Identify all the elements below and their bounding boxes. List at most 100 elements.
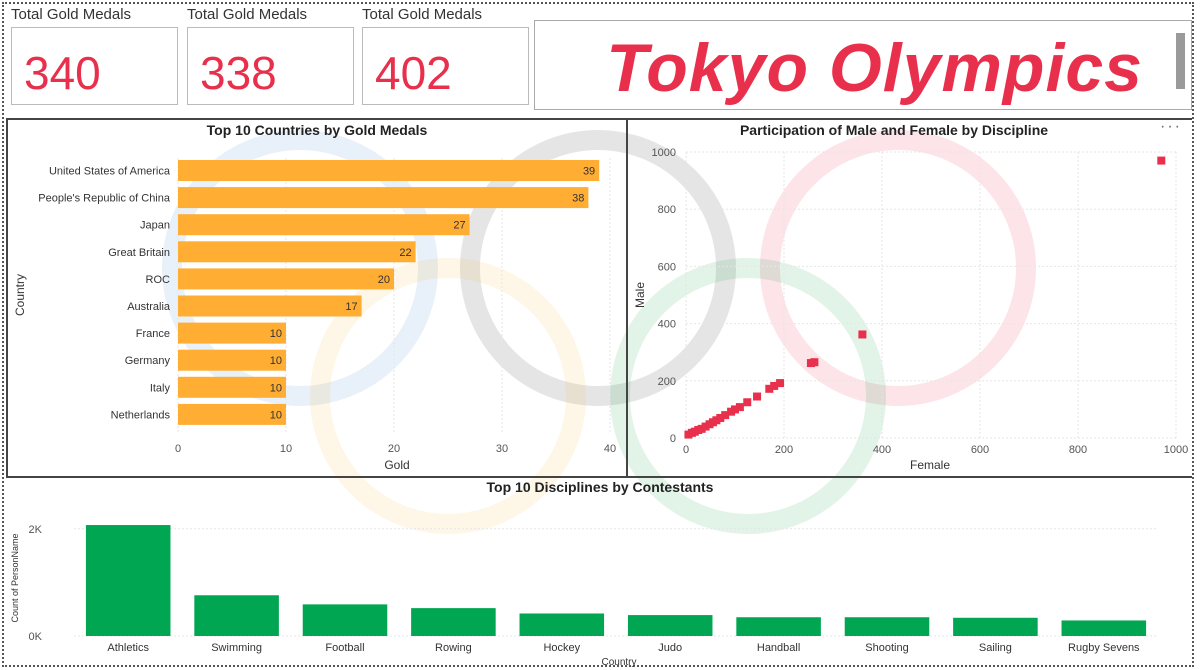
chart1-data-label: 38	[572, 193, 584, 205]
kpi-card-1[interactable]: 340	[11, 27, 178, 105]
chart1-data-label: 10	[270, 382, 282, 394]
chart2-x-tick-label: 800	[1069, 444, 1087, 456]
chart2-title: Participation of Male and Female by Disc…	[739, 122, 1049, 138]
chart1-category-label: United States of America	[49, 166, 171, 178]
chart3-category-label: Handball	[757, 642, 800, 654]
chart3-bar	[411, 608, 496, 636]
chart1-category-label: People's Republic of China	[38, 193, 171, 205]
chart1-data-label: 22	[399, 247, 411, 259]
chart1-category-label: Australia	[127, 301, 171, 313]
disciplines-bar-chart: Count of PersonName Country 0K 2K Athletic…	[10, 524, 1158, 668]
chart1-bar	[178, 376, 286, 398]
chart1-data-label: 10	[270, 355, 282, 367]
gold-medals-bar-chart: Country Gold 0 10 20 30 40 United States of A…	[13, 158, 616, 472]
ring-yellow	[310, 258, 586, 534]
chart2-y-tick-label: 600	[658, 261, 676, 273]
chart1-x-tick-label: 20	[388, 443, 400, 455]
chart1-category-label: Japan	[140, 220, 170, 232]
chart1-data-label: 10	[270, 328, 282, 340]
chart1-x-tick-label: 10	[280, 443, 292, 455]
banner-scrollbar[interactable]	[1176, 33, 1185, 89]
chart1-data-label: 10	[270, 409, 282, 421]
chart1-bar	[178, 403, 286, 425]
participation-scatter-chart: Male Female 0 200 400 600 800 1000 0 200 400 600 8…	[633, 147, 1188, 472]
kpi-card-3[interactable]: 402	[362, 27, 529, 105]
kpi-title-3: Total Gold Medals	[362, 6, 483, 23]
chart1-x-tick-label: 0	[175, 443, 181, 455]
chart3-y-tick-label: 2K	[29, 524, 43, 536]
more-options-button[interactable]: ···	[1160, 118, 1182, 135]
chart2-point	[810, 358, 819, 367]
chart2-point	[765, 384, 774, 393]
chart1-x-tick-label: 30	[496, 443, 508, 455]
kpi-value-2: 338	[200, 47, 277, 99]
chart3-bar	[844, 617, 930, 636]
chart3-bar	[85, 525, 171, 636]
chart1-bar	[178, 349, 286, 371]
chart2-point	[858, 330, 867, 339]
kpi-title-1: Total Gold Medals	[11, 6, 132, 23]
kpi-title-2: Total Gold Medals	[187, 6, 308, 23]
chart2-x-tick-label: 600	[971, 444, 989, 456]
chart2-point	[770, 381, 779, 390]
ring-red	[760, 130, 1036, 406]
chart1-category-label: Netherlands	[111, 409, 171, 421]
chart3-bar	[519, 613, 605, 636]
chart3-category-label: Football	[325, 642, 364, 654]
chart1-bar	[178, 268, 394, 290]
chart1-bar	[178, 214, 470, 236]
banner-title: Tokyo Olympics	[606, 30, 1143, 106]
divider-left	[6, 118, 8, 476]
chart2-y-tick-label: 800	[658, 204, 676, 216]
chart1-bar	[178, 295, 362, 317]
chart2-y-tick-label: 1000	[652, 147, 676, 159]
chart2-x-tick-label: 0	[683, 444, 689, 456]
chart2-x-tick-label: 1000	[1164, 444, 1188, 456]
chart3-bar	[194, 595, 279, 636]
chart3-x-axis-label: Country	[601, 657, 636, 668]
kpi-card-2[interactable]: 338	[187, 27, 354, 105]
chart3-category-label: Sailing	[979, 642, 1012, 654]
chart3-category-label: Swimming	[211, 642, 262, 654]
chart3-y-axis-label: Count of PersonName	[10, 533, 20, 622]
chart1-category-label: ROC	[146, 274, 171, 286]
chart2-y-axis-label: Male	[633, 282, 647, 308]
chart1-category-label: Great Britain	[108, 247, 170, 259]
chart1-y-axis-label: Country	[13, 274, 27, 316]
chart2-point	[721, 411, 730, 420]
chart3-bar	[953, 617, 1038, 636]
chart3-category-label: Athletics	[107, 642, 149, 654]
ring-blue	[162, 130, 438, 406]
chart1-data-label: 39	[583, 166, 595, 178]
chart2-point	[743, 398, 752, 407]
chart2-y-tick-label: 400	[658, 319, 676, 331]
chart2-point	[735, 403, 744, 412]
divider-top	[6, 118, 1192, 120]
chart2-x-tick-label: 200	[775, 444, 793, 456]
chart3-category-label: Judo	[658, 642, 682, 654]
chart3-bar	[736, 617, 821, 636]
chart3-category-label: Rugby Sevens	[1068, 642, 1140, 654]
chart1-bar	[178, 160, 600, 181]
chart1-category-label: Germany	[125, 355, 171, 367]
ring-black	[460, 130, 736, 406]
chart1-data-label: 20	[378, 274, 390, 286]
chart2-y-tick-label: 0	[670, 433, 676, 445]
chart2-y-tick-label: 200	[658, 376, 676, 388]
divider-bottom	[6, 476, 1192, 478]
chart3-category-label: Rowing	[435, 642, 472, 654]
chart2-x-axis-label: Female	[910, 458, 950, 472]
ring-green	[610, 258, 886, 534]
chart2-x-tick-label: 400	[873, 444, 891, 456]
chart2-point	[716, 413, 725, 422]
chart3-y-tick-label: 0K	[29, 631, 43, 643]
chart1-x-axis-label: Gold	[384, 458, 409, 472]
kpi-value-1: 340	[24, 47, 101, 99]
chart3-title: Top 10 Disciplines by Contestants	[486, 479, 714, 495]
chart1-data-label: 17	[345, 301, 357, 313]
chart3-bar	[1061, 620, 1147, 636]
chart3-category-label: Shooting	[865, 642, 908, 654]
chart2-point	[753, 392, 762, 401]
